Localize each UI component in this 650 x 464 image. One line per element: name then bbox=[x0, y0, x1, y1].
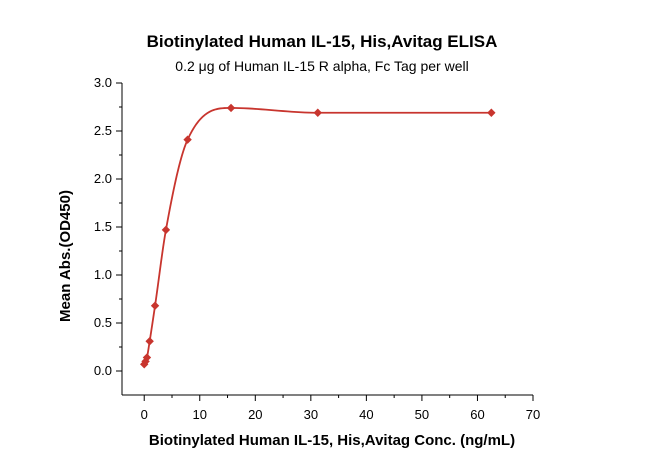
data-point bbox=[226, 103, 236, 113]
data-point bbox=[313, 108, 322, 117]
x-tick-label: 60 bbox=[470, 407, 484, 422]
y-tick-label: 0.5 bbox=[94, 315, 112, 330]
plot-area bbox=[140, 103, 496, 369]
x-tick-label: 40 bbox=[359, 407, 373, 422]
y-tick-label: 2.5 bbox=[94, 123, 112, 138]
fit-curve bbox=[143, 107, 492, 365]
y-tick-label: 3.0 bbox=[94, 75, 112, 90]
tick-labels: 0.0 0.5 1.0 1.5 2.0 2.5 3.0 0 10 20 30 40 50 60 70 bbox=[94, 75, 540, 422]
x-tick-label: 50 bbox=[415, 407, 429, 422]
y-axis-title: Mean Abs.(OD450) bbox=[57, 190, 74, 322]
y-tick-label: 1.5 bbox=[94, 219, 112, 234]
y-tick-label: 0.0 bbox=[94, 363, 112, 378]
y-tick-label: 2.0 bbox=[94, 171, 112, 186]
data-point bbox=[183, 135, 192, 144]
x-tick-label: 70 bbox=[526, 407, 540, 422]
chart-title: Biotinylated Human IL-15, His,Avitag ELI… bbox=[147, 32, 498, 51]
x-tick-label: 10 bbox=[193, 407, 207, 422]
x-axis-title: Biotinylated Human IL-15, His,Avitag Con… bbox=[149, 432, 515, 449]
chart-subtitle: 0.2 μg of Human IL-15 R alpha, Fc Tag pe… bbox=[175, 58, 468, 74]
y-tick-label: 1.0 bbox=[94, 267, 112, 282]
data-point bbox=[142, 353, 152, 362]
data-point bbox=[140, 360, 149, 369]
data-point bbox=[145, 337, 154, 346]
x-tick-label: 20 bbox=[248, 407, 262, 422]
x-tick-label: 0 bbox=[141, 407, 148, 422]
x-tick-label: 30 bbox=[304, 407, 318, 422]
data-point bbox=[150, 301, 160, 310]
data-point bbox=[161, 225, 171, 235]
axes bbox=[116, 82, 534, 401]
data-point bbox=[487, 108, 496, 117]
